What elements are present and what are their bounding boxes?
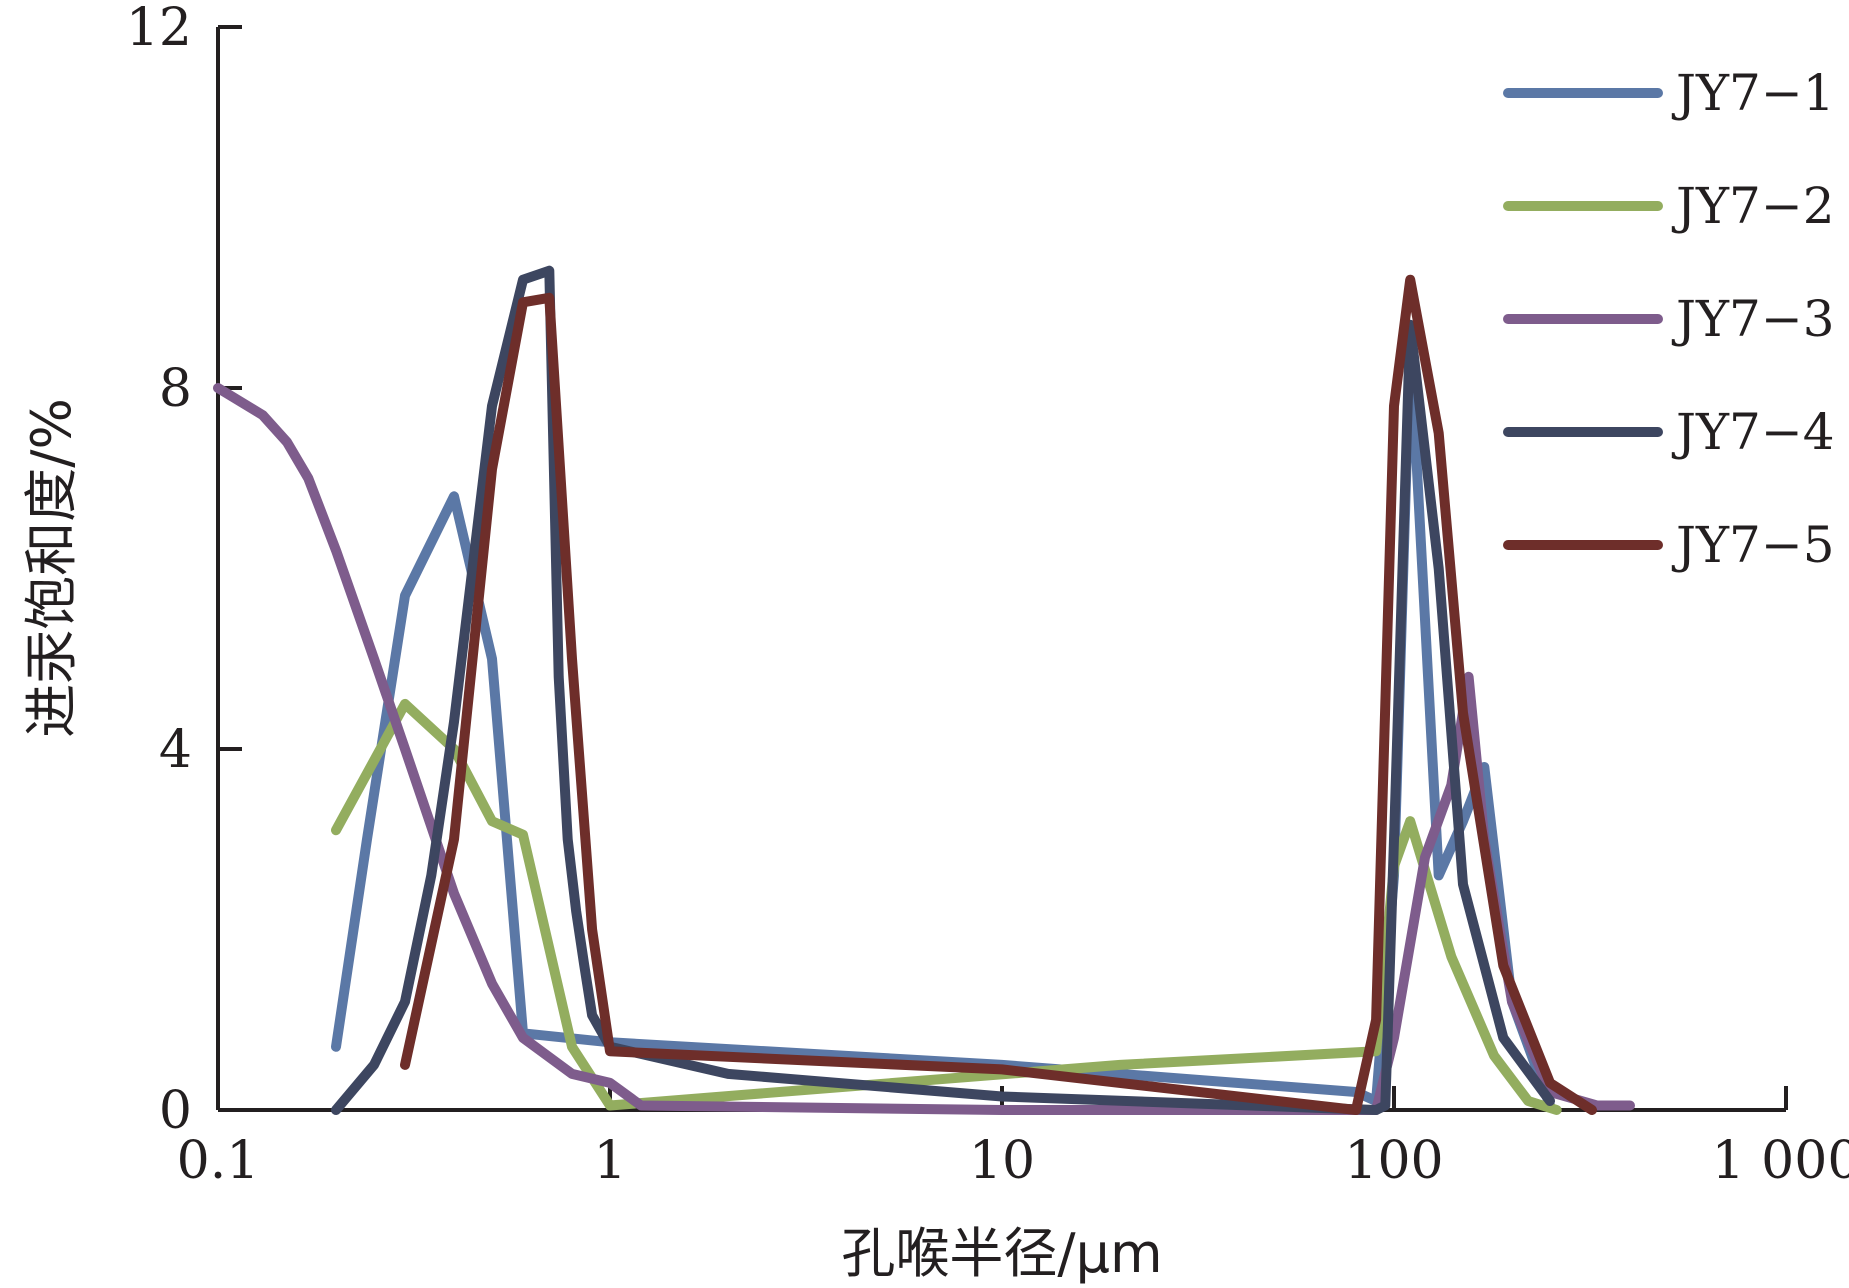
- series-line-5: [400, 274, 1597, 1115]
- series-line-4: [331, 265, 1555, 1115]
- series-line-1: [331, 337, 1555, 1111]
- axes: [216, 27, 1786, 1112]
- legend-label-3: JY7−3: [1671, 290, 1835, 348]
- plot-area: [213, 265, 1635, 1115]
- y-axis-label: 进汞饱和度/%: [20, 398, 83, 738]
- x-axis-label: 孔喉半径/μm: [841, 1222, 1162, 1285]
- x-tick-label: 1 000: [1712, 1131, 1849, 1191]
- x-tick-label: 1: [593, 1131, 626, 1191]
- y-tick-label: 4: [159, 720, 192, 780]
- legend-label-5: JY7−5: [1671, 516, 1835, 574]
- x-tick-label: 10: [969, 1131, 1035, 1191]
- legend: JY7−1 JY7−2 JY7−3 JY7−4 JY7−5: [1503, 64, 1835, 574]
- series-line-2: [331, 698, 1562, 1115]
- y-tick-label: 12: [126, 0, 192, 58]
- legend-label-4: JY7−4: [1671, 403, 1835, 461]
- legend-label-1: JY7−1: [1671, 64, 1835, 122]
- x-tick-label: 100: [1344, 1131, 1443, 1191]
- x-tick-label: 0.1: [177, 1131, 260, 1191]
- y-tick-label: 0: [159, 1081, 192, 1141]
- ticks: 0.1 1 10 100 1 000 0 4 8 12: [126, 0, 1849, 1191]
- legend-label-2: JY7−2: [1671, 177, 1835, 235]
- y-tick-label: 8: [159, 359, 192, 419]
